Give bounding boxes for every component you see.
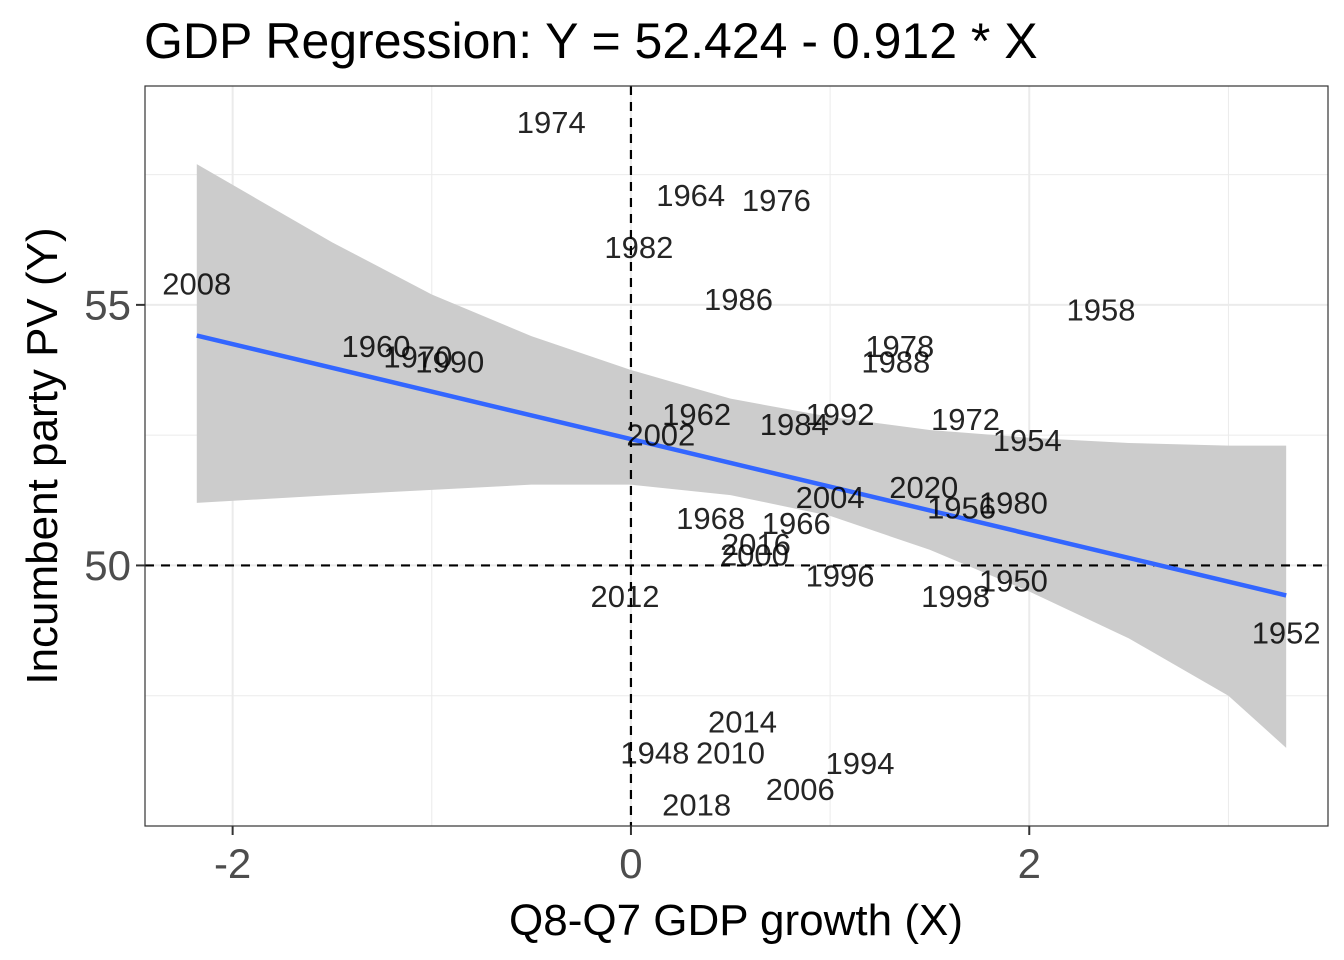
x-tick-label: 0 xyxy=(619,840,642,887)
point-label-2012: 2012 xyxy=(590,579,659,614)
point-label-2018: 2018 xyxy=(662,788,731,823)
plot-panel-border xyxy=(144,85,1329,827)
point-label-2002: 2002 xyxy=(626,418,695,453)
point-label-1950: 1950 xyxy=(979,564,1048,599)
point-label-1956: 1956 xyxy=(927,491,996,526)
point-label-1990: 1990 xyxy=(415,345,484,380)
point-label-1952: 1952 xyxy=(1252,616,1321,651)
confidence-band xyxy=(196,164,1287,748)
x-tick-label: 2 xyxy=(1018,840,1041,887)
point-label-1978: 1978 xyxy=(865,329,934,364)
point-label-1980: 1980 xyxy=(979,485,1048,520)
point-label-2000: 2000 xyxy=(720,538,789,573)
point-label-1960: 1960 xyxy=(342,329,411,364)
point-label-2020: 2020 xyxy=(889,470,958,505)
point-label-1958: 1958 xyxy=(1066,293,1135,328)
point-label-1974: 1974 xyxy=(517,105,586,140)
point-label-2010: 2010 xyxy=(696,736,765,771)
point-label-2016: 2016 xyxy=(722,527,791,562)
point-label-1992: 1992 xyxy=(806,397,875,432)
point-label-1972: 1972 xyxy=(931,402,1000,437)
point-label-1998: 1998 xyxy=(921,579,990,614)
point-label-1948: 1948 xyxy=(620,736,689,771)
point-label-2014: 2014 xyxy=(708,704,777,739)
point-label-1996: 1996 xyxy=(806,558,875,593)
x-axis-title: Q8-Q7 GDP growth (X) xyxy=(509,896,963,945)
point-labels: 1974 1964 1976 1982 2008 1986 1958 1978 19601970… xyxy=(162,105,1320,823)
point-label-1964: 1964 xyxy=(656,178,725,213)
point-label-1966: 1966 xyxy=(762,506,831,541)
x-tick-label: -2 xyxy=(214,840,251,887)
regression-line-group xyxy=(196,333,1287,598)
point-label-1984: 1984 xyxy=(760,407,829,442)
y-axis-title: Incumbent party PV (Y) xyxy=(18,227,67,684)
point-label-1976: 1976 xyxy=(742,183,811,218)
point-label-2004: 2004 xyxy=(796,480,865,515)
point-label-1970: 1970 xyxy=(383,339,452,374)
reference-lines xyxy=(145,86,1328,826)
point-label-1988: 1988 xyxy=(861,345,930,380)
point-label-1968: 1968 xyxy=(676,501,745,536)
confidence-band-area xyxy=(196,164,1287,748)
point-label-2006: 2006 xyxy=(766,772,835,807)
point-label-1986: 1986 xyxy=(704,282,773,317)
point-label-1962: 1962 xyxy=(662,397,731,432)
point-label-1982: 1982 xyxy=(604,230,673,265)
point-label-2008: 2008 xyxy=(162,267,231,302)
axes: -2 0 2 50 55 xyxy=(84,281,1041,887)
y-tick-label: 55 xyxy=(84,281,131,328)
y-tick-label: 50 xyxy=(84,542,131,589)
regression-line xyxy=(196,333,1287,598)
point-label-1994: 1994 xyxy=(825,746,894,781)
point-label-1954: 1954 xyxy=(993,423,1062,458)
chart-title: GDP Regression: Y = 52.424 - 0.912 * X xyxy=(144,13,1038,69)
